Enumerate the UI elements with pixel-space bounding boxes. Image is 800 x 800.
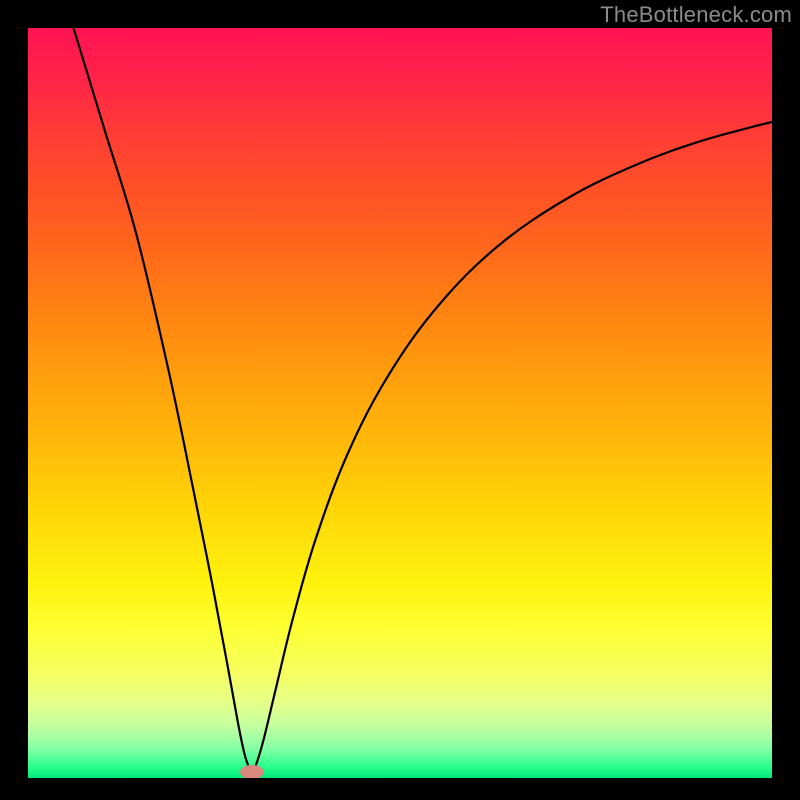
watermark-text: TheBottleneck.com <box>600 2 792 28</box>
curve-left-branch <box>72 28 251 772</box>
plot-area <box>28 28 772 778</box>
minimum-marker <box>240 765 264 778</box>
curve-right-branch <box>253 121 772 772</box>
chart-container: TheBottleneck.com <box>0 0 800 800</box>
curve-layer <box>28 28 772 778</box>
